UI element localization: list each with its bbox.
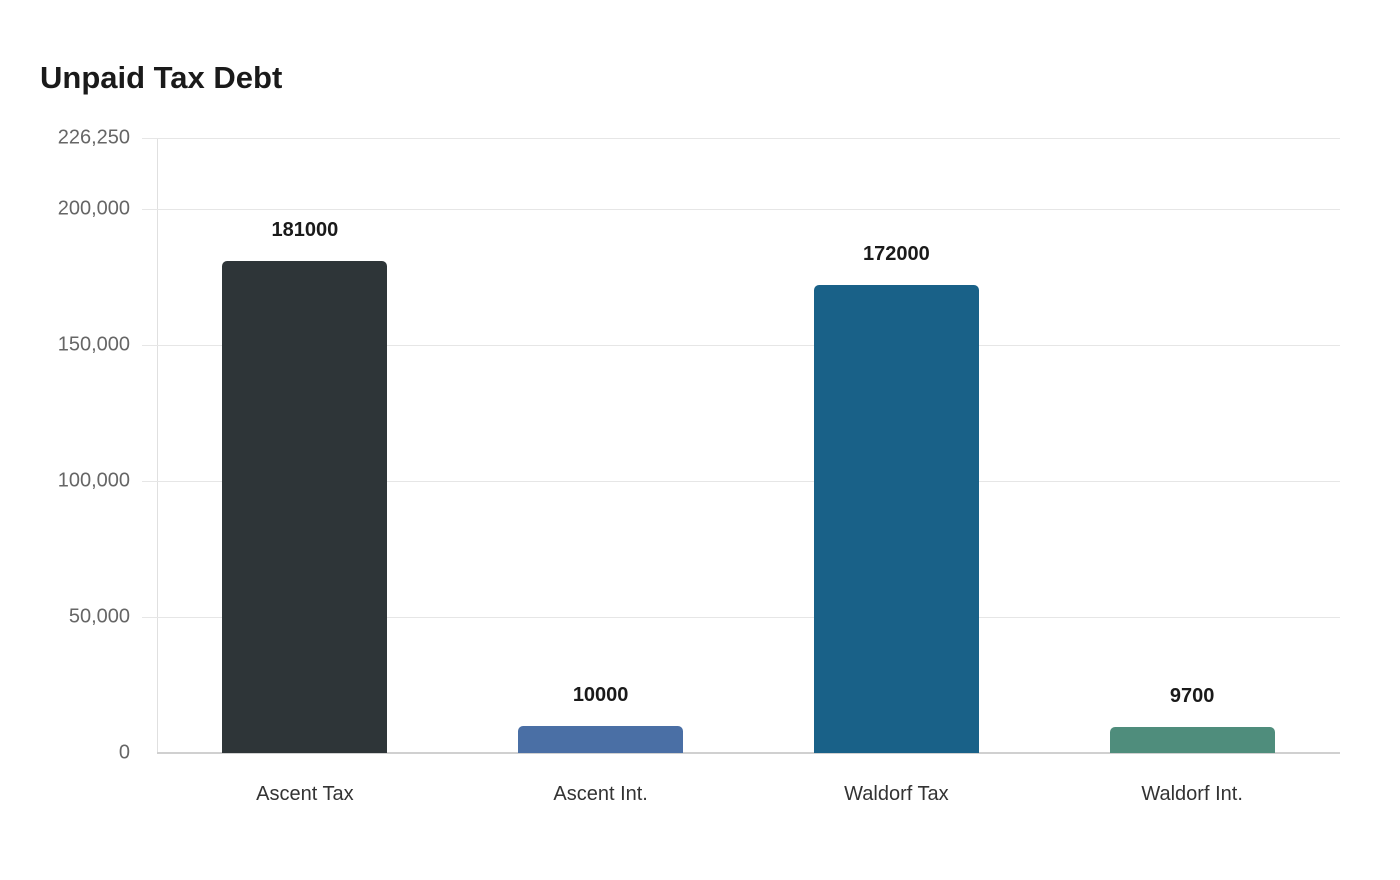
gridline: [142, 209, 1340, 211]
y-tick-label: 150,000: [57, 333, 130, 356]
x-tick-label: Waldorf Tax: [844, 783, 949, 805]
y-tick-label: 226,250: [57, 126, 130, 149]
y-axis-line: [157, 138, 158, 753]
bar[interactable]: [222, 261, 388, 753]
y-tick-label: 50,000: [68, 605, 130, 628]
x-tick-label: Waldorf Int.: [1141, 783, 1243, 805]
y-tick-label: 0: [118, 741, 130, 764]
gridline: [142, 138, 1340, 139]
bar-value-label: 10000: [572, 683, 629, 706]
x-axis-line: [157, 752, 1340, 754]
plot-area: 181000 10000 172000 9700: [142, 138, 1340, 754]
bar-value-label: 172000: [863, 243, 930, 266]
gridline: [142, 481, 1340, 483]
bar-value-label: 181000: [271, 219, 339, 241]
x-tick-label: Ascent Tax: [256, 783, 354, 805]
y-tick-label: 100,000: [57, 469, 130, 492]
gridline: [142, 345, 1340, 347]
bar[interactable]: [518, 725, 684, 753]
bar[interactable]: [813, 285, 979, 753]
x-tick-label: Ascent Int.: [553, 783, 648, 805]
bar[interactable]: [1109, 726, 1275, 753]
chart-title: Unpaid Tax Debt: [40, 60, 283, 95]
y-tick-label: 200,000: [57, 197, 130, 220]
bar-value-label: 9700: [1169, 684, 1215, 707]
gridline: [142, 617, 1340, 619]
